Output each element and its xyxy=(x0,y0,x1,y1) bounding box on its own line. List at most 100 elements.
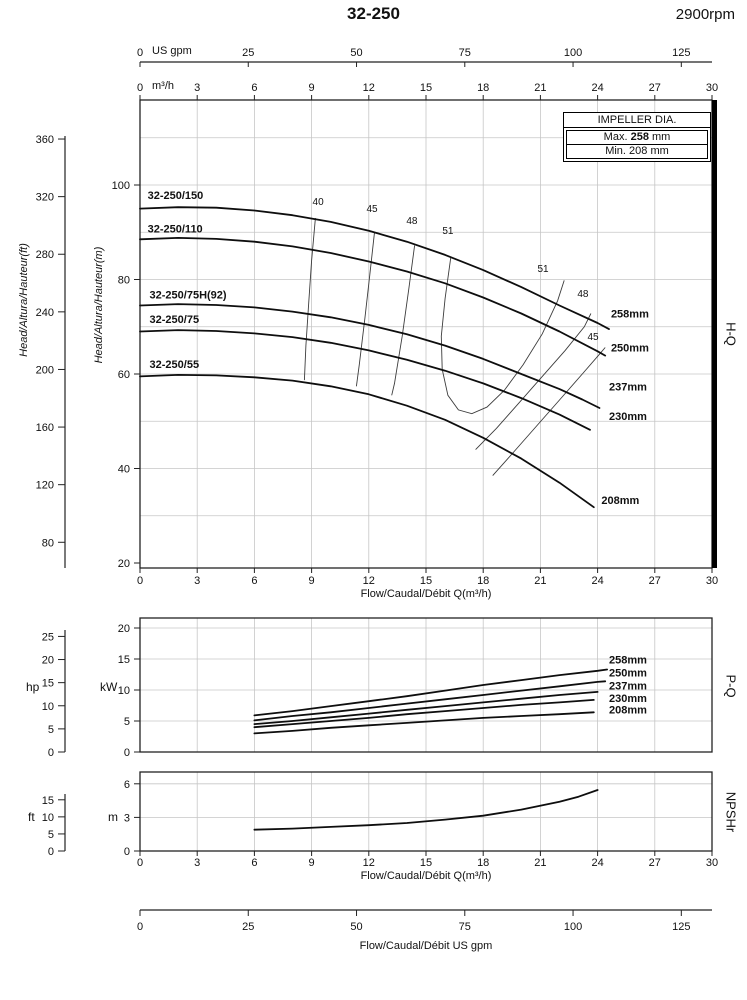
m-unit-label: m xyxy=(108,810,118,824)
hq-section-label: H-Q xyxy=(723,322,739,346)
hq-eff-line-48 xyxy=(475,313,592,450)
usgpm-top-tick: 50 xyxy=(350,47,362,59)
usgpm-unit-label: US gpm xyxy=(152,45,192,57)
npshr-section-label: NPSHr xyxy=(723,791,739,833)
pq-hp-tick: 10 xyxy=(42,701,54,713)
npshr-axes: 0 3 6 0 5 10 15 0 3 6 9 12 15 18 21 24 27 30 xyxy=(42,779,718,869)
hq-efficiency-label: 48 xyxy=(577,289,589,300)
impeller-max-unit: mm xyxy=(652,131,671,143)
hq-curve-208mm xyxy=(139,373,595,509)
pq-kw-tick: 0 xyxy=(124,747,130,759)
hq-head-ft-tick: 160 xyxy=(36,422,54,434)
npshr-x-tick: 12 xyxy=(363,857,375,869)
hq-eff-line-51 xyxy=(440,257,565,415)
npshr-x-tick: 9 xyxy=(309,857,315,869)
hp-unit-label: hp xyxy=(26,680,40,694)
npshr-x-tick: 6 xyxy=(251,857,257,869)
npshr-curves xyxy=(253,789,599,831)
usgpm-top-tick: 125 xyxy=(672,47,690,59)
hq-eff-line-45 xyxy=(355,232,375,387)
pq-curve-250mm xyxy=(253,680,607,722)
npshr-x-tick: 24 xyxy=(591,857,603,869)
hq-x-tick: 15 xyxy=(420,575,432,587)
npshr-x-tick: 30 xyxy=(706,857,718,869)
hq-efficiency-label: 40 xyxy=(313,197,325,208)
usgpm-top-tick: 25 xyxy=(242,47,254,59)
npshr-ft-tick: 10 xyxy=(42,812,54,824)
m3h-top-tick: 24 xyxy=(591,82,603,94)
npshr-x-tick: 21 xyxy=(534,857,546,869)
m3h-top-tick: 0 xyxy=(137,82,143,94)
npshr-flow-axis-title: Flow/Caudal/Débit Q(m³/h) xyxy=(360,870,492,882)
m3h-top-tick: 27 xyxy=(649,82,661,94)
pq-curve-230mm xyxy=(253,699,595,729)
hq-diameter-label: 250mm xyxy=(611,342,649,354)
pq-hp-tick: 5 xyxy=(48,724,54,736)
hq-efficiency-label: 51 xyxy=(538,264,550,275)
pq-section-label: P-Q xyxy=(723,674,739,698)
hq-head-m-tick: 20 xyxy=(118,558,130,570)
usgpm-bottom-tick: 50 xyxy=(350,921,362,933)
pq-axes: 0 5 10 15 20 0 5 10 15 20 25 xyxy=(42,623,140,759)
impeller-dia-header: IMPELLER DIA. xyxy=(564,113,710,128)
hq-model-label: 32-250/75H(92) xyxy=(150,289,227,301)
m3h-top-tick: 6 xyxy=(251,82,257,94)
hq-model-label: 32-250/150 xyxy=(148,190,204,202)
m3h-top-tick: 9 xyxy=(309,82,315,94)
ft-unit-label: ft xyxy=(28,810,35,824)
pq-curve-208mm xyxy=(253,711,595,735)
npshr-ft-tick: 5 xyxy=(48,829,54,841)
hq-head-ft-tick: 240 xyxy=(36,307,54,319)
npshr-x-tick: 27 xyxy=(649,857,661,869)
hq-curve-230mm xyxy=(139,329,591,431)
usgpm-bottom-tick: 0 xyxy=(137,921,143,933)
m3h-top-tick: 18 xyxy=(477,82,489,94)
hq-flow-axis-title: Flow/Caudal/Débit Q(m³/h) xyxy=(360,588,492,600)
head-m-axis-title: Head/Altura/Hauteur(m) xyxy=(93,246,105,364)
pq-kw-tick: 20 xyxy=(118,623,130,635)
hq-model-label: 32-250/55 xyxy=(150,359,200,371)
hq-efficiency-lines xyxy=(303,218,606,476)
hq-x-tick: 3 xyxy=(194,575,200,587)
hq-x-tick: 12 xyxy=(363,575,375,587)
hq-head-ft-tick: 200 xyxy=(36,364,54,376)
usgpm-top-tick: 75 xyxy=(459,47,471,59)
hq-curve-250mm xyxy=(139,236,607,357)
impeller-min-label: Min. xyxy=(605,145,626,157)
usgpm-flow-axis-title: Flow/Caudal/Débit US gpm xyxy=(359,940,493,952)
hq-efficiency-label: 51 xyxy=(442,226,454,237)
m3h-top-tick: 3 xyxy=(194,82,200,94)
pq-hp-tick: 20 xyxy=(42,655,54,667)
m3h-top-tick: 30 xyxy=(706,82,718,94)
page-title: 32-250 xyxy=(347,4,400,23)
npshr-m-tick: 3 xyxy=(124,812,130,824)
hq-x-tick: 6 xyxy=(251,575,257,587)
hq-diameter-label: 230mm xyxy=(609,411,647,423)
hq-axes: 0 25 50 75 100 125 0 3 6 9 12 15 18 21 24 27 30 0 3 6 9 12 15 1… xyxy=(36,47,718,587)
hq-efficiency-label: 48 xyxy=(406,216,418,227)
hq-eff-line-48 xyxy=(391,245,416,396)
npshr-x-tick: 18 xyxy=(477,857,489,869)
kw-unit-label: kW xyxy=(100,680,118,694)
npshr-ft-tick: 15 xyxy=(42,795,54,807)
hq-head-m-tick: 40 xyxy=(118,464,130,476)
impeller-min-value: 208 xyxy=(629,145,648,157)
hq-head-ft-tick: 360 xyxy=(36,134,54,146)
impeller-max-row: Max. 258 mm xyxy=(567,131,707,144)
hq-x-tick: 18 xyxy=(477,575,489,587)
pq-curve-258mm xyxy=(253,668,608,717)
hq-head-m-tick: 100 xyxy=(112,180,130,192)
hq-head-ft-tick: 320 xyxy=(36,192,54,204)
pq-kw-tick: 5 xyxy=(124,716,130,728)
hq-model-label: 32-250/75 xyxy=(150,314,200,326)
hq-diameter-label: 237mm xyxy=(609,382,647,394)
pq-kw-tick: 15 xyxy=(118,654,130,666)
hq-model-label: 32-250/110 xyxy=(148,223,203,235)
impeller-dia-box: IMPELLER DIA. Max. 258 mm Min. 208 mm xyxy=(563,112,711,162)
pq-curves xyxy=(253,668,608,735)
pq-hp-tick: 25 xyxy=(42,631,54,643)
hq-head-ft-tick: 120 xyxy=(36,480,54,492)
hq-x-tick: 27 xyxy=(649,575,661,587)
